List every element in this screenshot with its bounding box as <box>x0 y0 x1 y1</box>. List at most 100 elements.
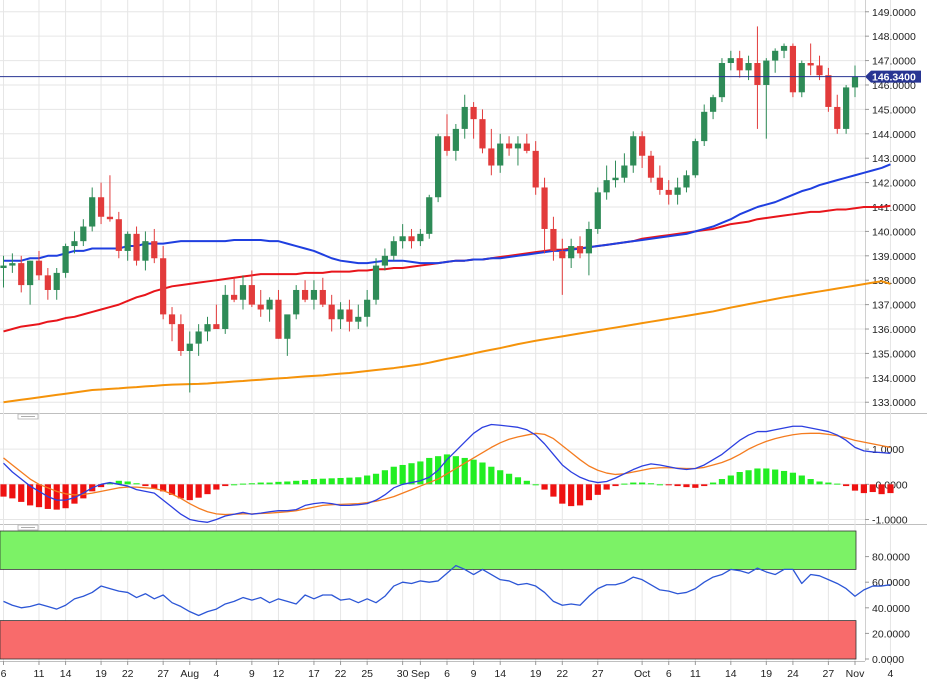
candle-body <box>736 58 743 71</box>
time-tick-label: 19 <box>530 668 542 680</box>
candle-body <box>745 63 752 71</box>
time-tick-label: 30 <box>397 668 409 680</box>
candle <box>62 243 69 278</box>
panel-resize-handle-2[interactable] <box>17 524 39 531</box>
candle <box>718 58 726 103</box>
candle-body <box>328 304 335 320</box>
macd-histogram-bar <box>887 484 894 494</box>
candle <box>772 48 779 73</box>
candle-body <box>417 233 424 242</box>
macd-histogram-bar <box>497 470 504 485</box>
candle <box>452 124 459 161</box>
macd-histogram-bar <box>807 479 814 485</box>
candle-body <box>479 119 486 149</box>
candle <box>807 43 814 76</box>
time-tick-label: 9 <box>249 668 255 680</box>
candle-body <box>709 97 717 112</box>
candle <box>355 304 362 330</box>
time-tick-label: 25 <box>361 668 373 680</box>
candle <box>195 324 202 356</box>
candle <box>497 133 504 173</box>
macd-histogram-bar <box>763 468 770 485</box>
candle <box>505 136 513 156</box>
price-tick-label: 149.0000 <box>872 7 916 19</box>
candle-body <box>621 165 628 178</box>
macd-histogram-bar <box>195 484 202 498</box>
macd-histogram-bar <box>372 473 380 485</box>
price-tick-label: 143.0000 <box>872 153 916 165</box>
rsi-line <box>3 564 891 617</box>
candle-body <box>44 275 51 290</box>
candle-body <box>763 60 770 85</box>
candle-body <box>275 299 282 339</box>
candle-body <box>798 63 805 93</box>
panel-resize-handle-1[interactable] <box>17 413 39 420</box>
candle <box>337 302 344 330</box>
candle-body <box>301 289 309 300</box>
candle <box>709 94 717 120</box>
macd-histogram-bar <box>488 466 495 485</box>
macd-histogram-bar <box>878 484 885 495</box>
macd-histogram-bar <box>674 484 681 487</box>
macd-histogram-bar <box>851 484 859 491</box>
time-tick-label: Sep <box>411 668 430 680</box>
candle-body <box>843 87 850 129</box>
macd-histogram-bar <box>0 484 7 497</box>
price-tick-label: 137.0000 <box>872 300 916 312</box>
time-tick-label: 22 <box>122 668 134 680</box>
macd-histogram-bar <box>701 484 708 487</box>
candle-body <box>576 246 584 254</box>
candle <box>168 307 176 342</box>
macd-histogram-bar <box>239 483 247 485</box>
candle <box>665 180 672 205</box>
macd-histogram-bar <box>53 484 60 510</box>
candle <box>124 231 131 261</box>
candle <box>736 50 743 78</box>
current-price-label: 146.3400 <box>872 72 916 84</box>
macd-tick-label: -1.0000 <box>872 514 908 526</box>
candle <box>488 128 495 176</box>
price-tick-label: 134.0000 <box>872 373 916 385</box>
candle <box>319 277 326 308</box>
price-tick-label: 139.0000 <box>872 251 916 263</box>
macd-histogram-bar <box>745 470 752 485</box>
candle <box>514 136 522 166</box>
candle-body <box>337 309 344 320</box>
macd-histogram-bar <box>177 484 185 499</box>
candle <box>275 289 282 339</box>
candle-body <box>89 197 96 227</box>
macd-histogram-bar <box>71 484 78 504</box>
candle <box>186 331 193 393</box>
macd-histogram-bar <box>80 484 87 499</box>
candle <box>177 314 185 356</box>
candle-body <box>514 143 522 149</box>
candle <box>585 221 593 276</box>
candle-body <box>390 241 397 256</box>
candle <box>674 177 681 205</box>
macd-histogram-bar <box>825 482 832 485</box>
price-tick-label: 148.0000 <box>872 31 916 43</box>
time-axis: 6 11 14 19 22 27 Aug 4 9 12 17 22 25 30 Sep 6 9 14 19 22 27 O… <box>1 661 894 680</box>
candle-body <box>443 136 451 151</box>
candle-body <box>594 192 601 229</box>
candle <box>612 160 619 188</box>
candle-body <box>9 263 16 266</box>
macd-histogram-bar <box>284 481 291 485</box>
candle-body <box>780 45 788 51</box>
macd-histogram-bar <box>843 484 850 487</box>
macd-histogram-bar <box>301 480 309 485</box>
candle <box>426 194 433 239</box>
macd-histogram-bar <box>204 484 211 495</box>
macd-histogram-bar <box>568 484 575 507</box>
candle-body <box>71 241 78 247</box>
candle-body <box>0 265 7 269</box>
candle <box>266 297 273 322</box>
candle <box>523 133 530 154</box>
macd-histogram-bar <box>576 484 584 506</box>
candle <box>142 231 149 271</box>
candle <box>160 246 167 320</box>
candle-body <box>160 258 167 315</box>
candle-body <box>834 106 841 129</box>
candle <box>151 228 158 264</box>
macd-histogram-bar <box>275 481 282 485</box>
